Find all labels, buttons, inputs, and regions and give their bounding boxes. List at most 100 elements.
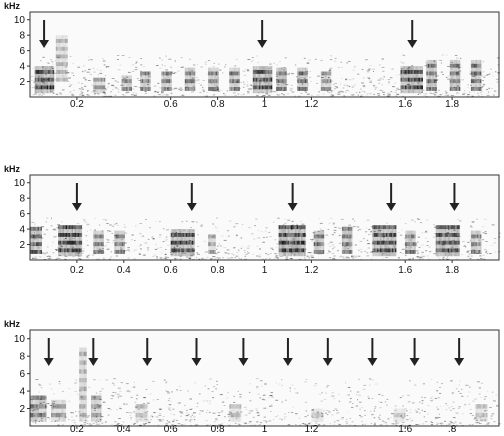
call-arrow-icon — [43, 338, 54, 366]
y-tick-label: 4 — [19, 387, 25, 398]
call-energy — [161, 71, 172, 91]
call-arrow-icon — [322, 338, 333, 366]
call-energy — [405, 230, 416, 254]
call-energy — [30, 226, 42, 254]
x-tick-label: 1 — [262, 265, 268, 276]
call-energy — [297, 67, 308, 91]
call-energy — [140, 71, 151, 91]
x-tick-label: 0.6 — [164, 265, 178, 276]
call-arrow-icon — [191, 338, 202, 366]
call-energy — [208, 234, 216, 254]
call-energy — [30, 395, 47, 422]
call-energy — [426, 59, 437, 91]
y-tick-label: 8 — [19, 352, 25, 363]
x-tick-label: 1.8 — [445, 99, 459, 110]
call-arrow-icon — [386, 183, 397, 211]
call-arrow-icon — [287, 183, 298, 211]
call-energy — [393, 408, 406, 422]
x-tick-label: 1.6 — [398, 424, 412, 435]
call-energy — [34, 66, 55, 94]
call-energy — [341, 226, 353, 254]
x-tick-label: 0.4 — [117, 265, 131, 276]
x-tick-label: 0.4 — [117, 424, 131, 435]
call-energy — [372, 225, 397, 257]
x-tick-label: 1.6 — [398, 99, 412, 110]
background-noise — [30, 378, 502, 426]
call-energy — [93, 230, 104, 254]
call-energy — [184, 67, 196, 91]
x-tick-label: 1.2 — [304, 265, 318, 276]
y-tick-label: 8 — [19, 194, 25, 205]
y-tick-label: 6 — [19, 369, 25, 380]
call-energy — [252, 66, 273, 94]
x-tick-label: 0.2 — [70, 99, 84, 110]
call-energy — [470, 59, 482, 91]
x-tick-label: 0.2 — [70, 424, 84, 435]
call-energy — [229, 67, 240, 91]
call-energy — [51, 399, 67, 422]
y-tick-label: 10 — [14, 334, 26, 345]
x-tick-label: 1.8 — [445, 265, 459, 276]
spectrogram-panel-1: kHz 10 8 6 4 2 0.2 0.6 0.8 1 1.2 1.6 1.8 — [4, 1, 500, 110]
call-energy — [320, 71, 332, 91]
call-arrow-icon — [39, 20, 50, 48]
call-arrow-icon — [407, 20, 418, 48]
x-tick-label: 1 — [262, 424, 268, 435]
y-tick-label: 8 — [19, 31, 25, 42]
call-energy — [114, 230, 125, 254]
spectrogram-frame — [29, 174, 500, 261]
x-tick-label: 1.2 — [304, 424, 318, 435]
call-energy — [58, 225, 83, 257]
x-tick-label: 1.6 — [398, 265, 412, 276]
x-tick-label: 0.2 — [70, 265, 84, 276]
call-energy — [79, 347, 87, 422]
x-tick-label: 0.8 — [211, 265, 225, 276]
call-arrow-icon — [367, 338, 378, 366]
x-tick-label: 0.8 — [211, 424, 225, 435]
call-arrow-icon — [71, 183, 82, 211]
spectrogram-panel-3: kHz 10 8 6 4 2 0.2 0.4 0.6 0.8 1 1.2 1.6 .8 — [4, 319, 502, 435]
axis-unit-label: kHz — [4, 1, 21, 11]
y-tick-label: 10 — [14, 15, 26, 26]
call-arrow-icon — [409, 338, 420, 366]
spectrogram-frame — [29, 11, 500, 98]
call-energy — [208, 67, 219, 91]
call-energy — [55, 35, 68, 82]
y-tick-label: 6 — [19, 209, 25, 220]
call-arrow-icon — [186, 183, 197, 211]
call-arrow-icon — [454, 338, 465, 366]
call-energy — [449, 59, 461, 91]
call-arrow-icon — [282, 338, 293, 366]
x-tick-label: 0.8 — [211, 99, 225, 110]
call-energy — [93, 77, 106, 94]
call-energy — [91, 395, 102, 422]
axis-unit-label: kHz — [4, 319, 21, 329]
call-arrow-icon — [238, 338, 249, 366]
call-energy — [276, 67, 287, 91]
call-energy — [121, 75, 132, 91]
call-energy — [475, 404, 488, 422]
x-tick-label: 1.2 — [304, 99, 318, 110]
call-arrow-icon — [88, 338, 99, 366]
call-arrow-icon — [257, 20, 268, 48]
call-energy — [400, 66, 423, 94]
y-tick-label: 2 — [19, 240, 25, 251]
call-energy — [229, 404, 242, 422]
spectrogram-frame — [29, 329, 500, 427]
call-energy — [135, 404, 148, 422]
call-energy — [313, 230, 325, 254]
call-energy — [278, 225, 306, 257]
axis-unit-label: kHz — [4, 164, 21, 174]
y-tick-label: 4 — [19, 225, 25, 236]
call-energy — [470, 230, 482, 254]
y-tick-label: 2 — [19, 404, 25, 415]
x-tick-label: 1 — [262, 99, 268, 110]
x-tick-label: 0.6 — [164, 99, 178, 110]
call-arrow-icon — [142, 338, 153, 366]
y-tick-label: 6 — [19, 46, 25, 57]
call-energy — [311, 408, 324, 422]
x-tick-label: 0.6 — [164, 424, 178, 435]
background-noise — [30, 54, 500, 97]
y-tick-label: 10 — [14, 178, 26, 189]
